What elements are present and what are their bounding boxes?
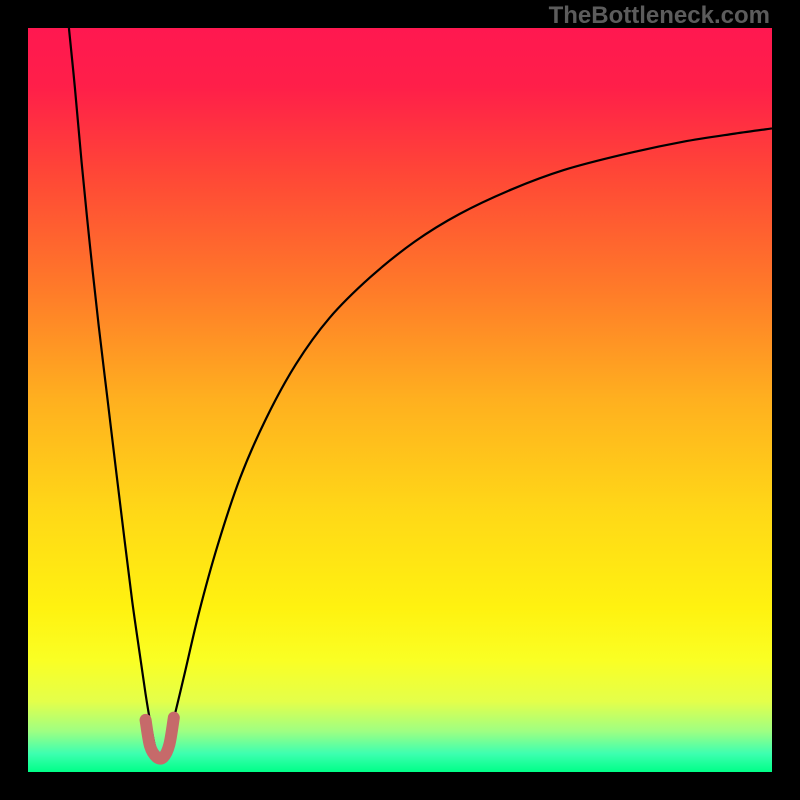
min-marker	[146, 718, 174, 759]
bottleneck-curve	[69, 28, 772, 760]
watermark-text: TheBottleneck.com	[549, 2, 770, 30]
chart-frame	[28, 28, 772, 772]
curve-layer	[28, 28, 772, 772]
